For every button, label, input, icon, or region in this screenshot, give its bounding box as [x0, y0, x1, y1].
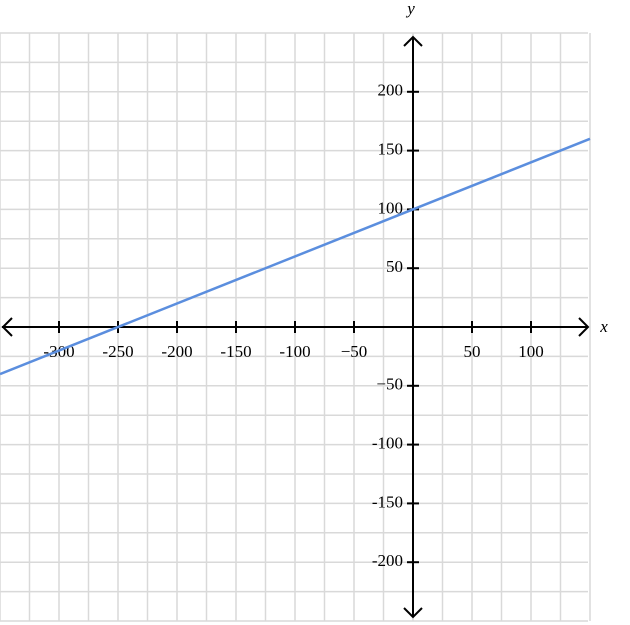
x-tick-label: -100 — [279, 342, 310, 361]
y-arrow — [403, 607, 423, 619]
y-tick-label: -100 — [372, 434, 403, 453]
x-tick-label: −50 — [341, 342, 368, 361]
y-axis-label: y — [405, 0, 415, 18]
y-tick-label: 200 — [378, 81, 404, 100]
y-tick-label: -150 — [372, 492, 403, 511]
x-tick-label: -200 — [161, 342, 192, 361]
x-tick-label: -150 — [220, 342, 251, 361]
y-tick-label: −50 — [376, 375, 403, 394]
y-tick-label: -200 — [372, 551, 403, 570]
x-tick-label: -250 — [102, 342, 133, 361]
y-tick-label: 150 — [378, 140, 404, 159]
x-arrow — [1, 317, 13, 337]
y-arrow — [403, 35, 423, 47]
x-axis-label: x — [599, 317, 608, 336]
y-tick-label: 100 — [378, 198, 404, 217]
x-tick-label: 100 — [518, 342, 544, 361]
line — [0, 137, 591, 376]
y-tick-label: 50 — [386, 257, 403, 276]
x-tick-label: 50 — [464, 342, 481, 361]
x-arrow — [578, 317, 590, 337]
